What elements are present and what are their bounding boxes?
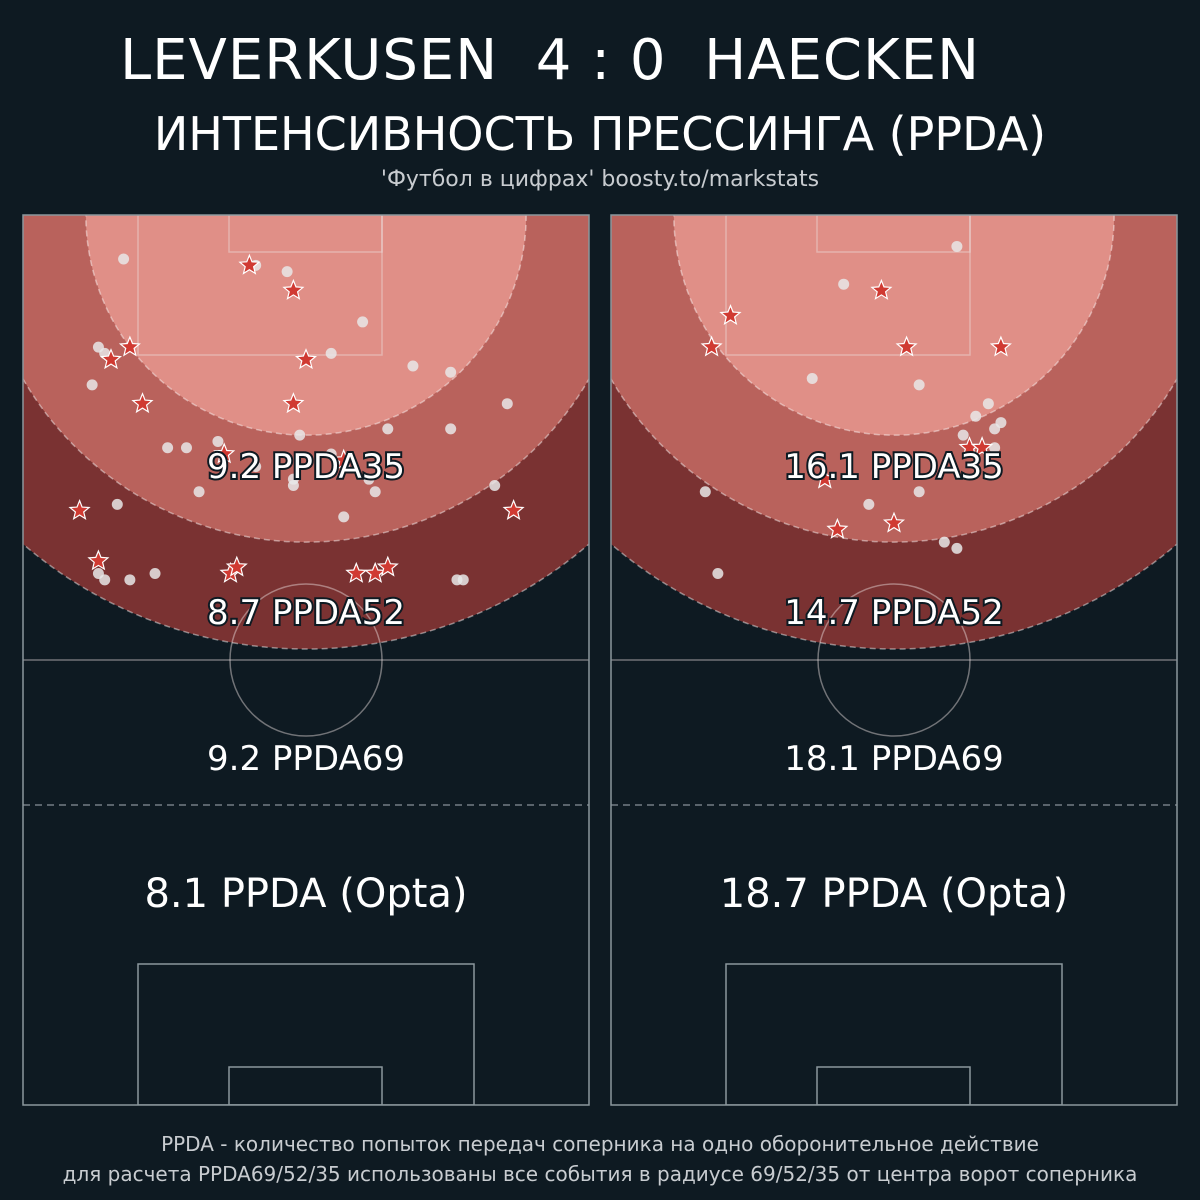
defensive-action-point (700, 335, 723, 357)
defensive-action-point (118, 335, 141, 357)
zone-label-ppda69: 18.1 PPDA69 (784, 739, 1004, 779)
center-circle (229, 583, 383, 737)
pass-point (357, 316, 369, 328)
defensive-action-point (294, 348, 318, 370)
defensive-action-point (826, 517, 849, 539)
pass-point (325, 347, 337, 359)
pass-point (294, 429, 306, 441)
defensive-action-point (282, 278, 305, 300)
pass-point (287, 479, 299, 491)
opta-ppda-label: 8.1 PPDA (Opta) (144, 871, 467, 917)
chart-subtitle: ИНТЕНСИВНОСТЬ ПРЕССИНГА (PPDA) (153, 107, 1047, 161)
defensive-action-point (282, 392, 305, 414)
penalty-box-bottom (137, 963, 475, 1105)
pass-point (193, 486, 205, 498)
pass-point (699, 486, 711, 498)
defensive-action-point (131, 392, 154, 414)
pitch-panel-haecken: 16.1 PPDA35 14.7 PPDA52 18.1 PPDA69 18.7 PP… (610, 214, 1178, 1106)
pass-point (806, 373, 818, 385)
defensive-action-point (99, 348, 123, 370)
six-yard-box-bottom (228, 1066, 383, 1105)
footer-note-2: для расчета PPDA69/52/35 использованы вс… (62, 1162, 1138, 1186)
pitch-border (610, 214, 1178, 1106)
center-circle (817, 583, 971, 737)
defensive-action-point (213, 442, 236, 464)
pitch-border (22, 214, 590, 1106)
credit-line: 'Футбол в цифрах' boosty.to/markstats (380, 167, 820, 192)
defensive-action-point (502, 498, 525, 521)
pass-point (162, 442, 174, 454)
defensive-action-point (895, 335, 918, 357)
pass-point (124, 574, 136, 586)
pass-point (338, 511, 350, 523)
pass-point (118, 253, 130, 265)
footer-note-1: PPDA - количество попыток передач соперн… (161, 1132, 1039, 1156)
pass-point (863, 498, 875, 510)
defensive-action-point (719, 303, 742, 326)
penalty-box-bottom (725, 963, 1063, 1105)
penalty-box-top (725, 215, 971, 356)
pass-point (970, 410, 982, 422)
six-yard-box-bottom (816, 1066, 971, 1105)
pass-point (951, 240, 963, 252)
defensive-action-point (87, 549, 110, 571)
pass-point (938, 536, 950, 548)
defensive-action-point (68, 498, 91, 521)
pass-point (382, 423, 394, 435)
pass-point (212, 435, 224, 447)
pass-point (369, 486, 381, 498)
six-yard-box-top (816, 215, 971, 253)
pass-point (913, 379, 925, 391)
defensive-action-point (376, 555, 399, 577)
pass-point (489, 479, 501, 491)
defensive-action-point (870, 278, 893, 300)
defensive-action-point (225, 555, 248, 577)
pass-point (250, 461, 262, 473)
zone-label-ppda35: 9.2 PPDA35 (207, 447, 405, 487)
pass-point (407, 360, 419, 372)
pass-point (951, 542, 963, 554)
defensive-action-point (345, 561, 368, 583)
pass-point (445, 423, 457, 435)
match-title: LEVERKUSEN 4 : 0 HAECKEN (119, 28, 981, 93)
zone-label-ppda69: 9.2 PPDA69 (207, 739, 405, 779)
pass-point (501, 398, 513, 410)
pass-point (92, 568, 104, 580)
defensive-action-point (332, 448, 355, 470)
penalty-box-top (137, 215, 383, 356)
pass-point (913, 486, 925, 498)
pass-point (86, 379, 98, 391)
pass-point (363, 473, 375, 485)
opta-ppda-label: 18.7 PPDA (Opta) (720, 871, 1068, 917)
defensive-action-point (989, 335, 1012, 357)
defensive-action-point (970, 436, 994, 458)
zone-label-ppda52: 8.7 PPDA52 (207, 593, 405, 633)
zone-ppda35 (673, 215, 1115, 436)
pitch-panel-leverkusen: 9.2 PPDA35 8.7 PPDA52 9.2 PPDA69 8.1 PPDA (… (22, 214, 590, 1106)
pass-point (180, 442, 192, 454)
pass-point (445, 366, 457, 378)
six-yard-box-top (228, 215, 383, 253)
defensive-action-point (364, 561, 387, 583)
defensive-action-point (238, 253, 261, 275)
defensive-action-point (882, 511, 906, 533)
zone-label-ppda52: 14.7 PPDA52 (784, 593, 1004, 633)
pass-point (995, 417, 1007, 429)
pass-point (957, 429, 969, 441)
defensive-action-point (813, 467, 836, 489)
zone-ppda35 (85, 215, 527, 436)
pass-point (712, 568, 724, 580)
pass-point (281, 266, 293, 278)
pass-point (149, 568, 161, 580)
pass-point (111, 498, 123, 510)
pass-point (838, 278, 850, 290)
zone-label-ppda35: 16.1 PPDA35 (784, 447, 1004, 487)
pass-point (982, 398, 994, 410)
pass-point (457, 574, 469, 586)
